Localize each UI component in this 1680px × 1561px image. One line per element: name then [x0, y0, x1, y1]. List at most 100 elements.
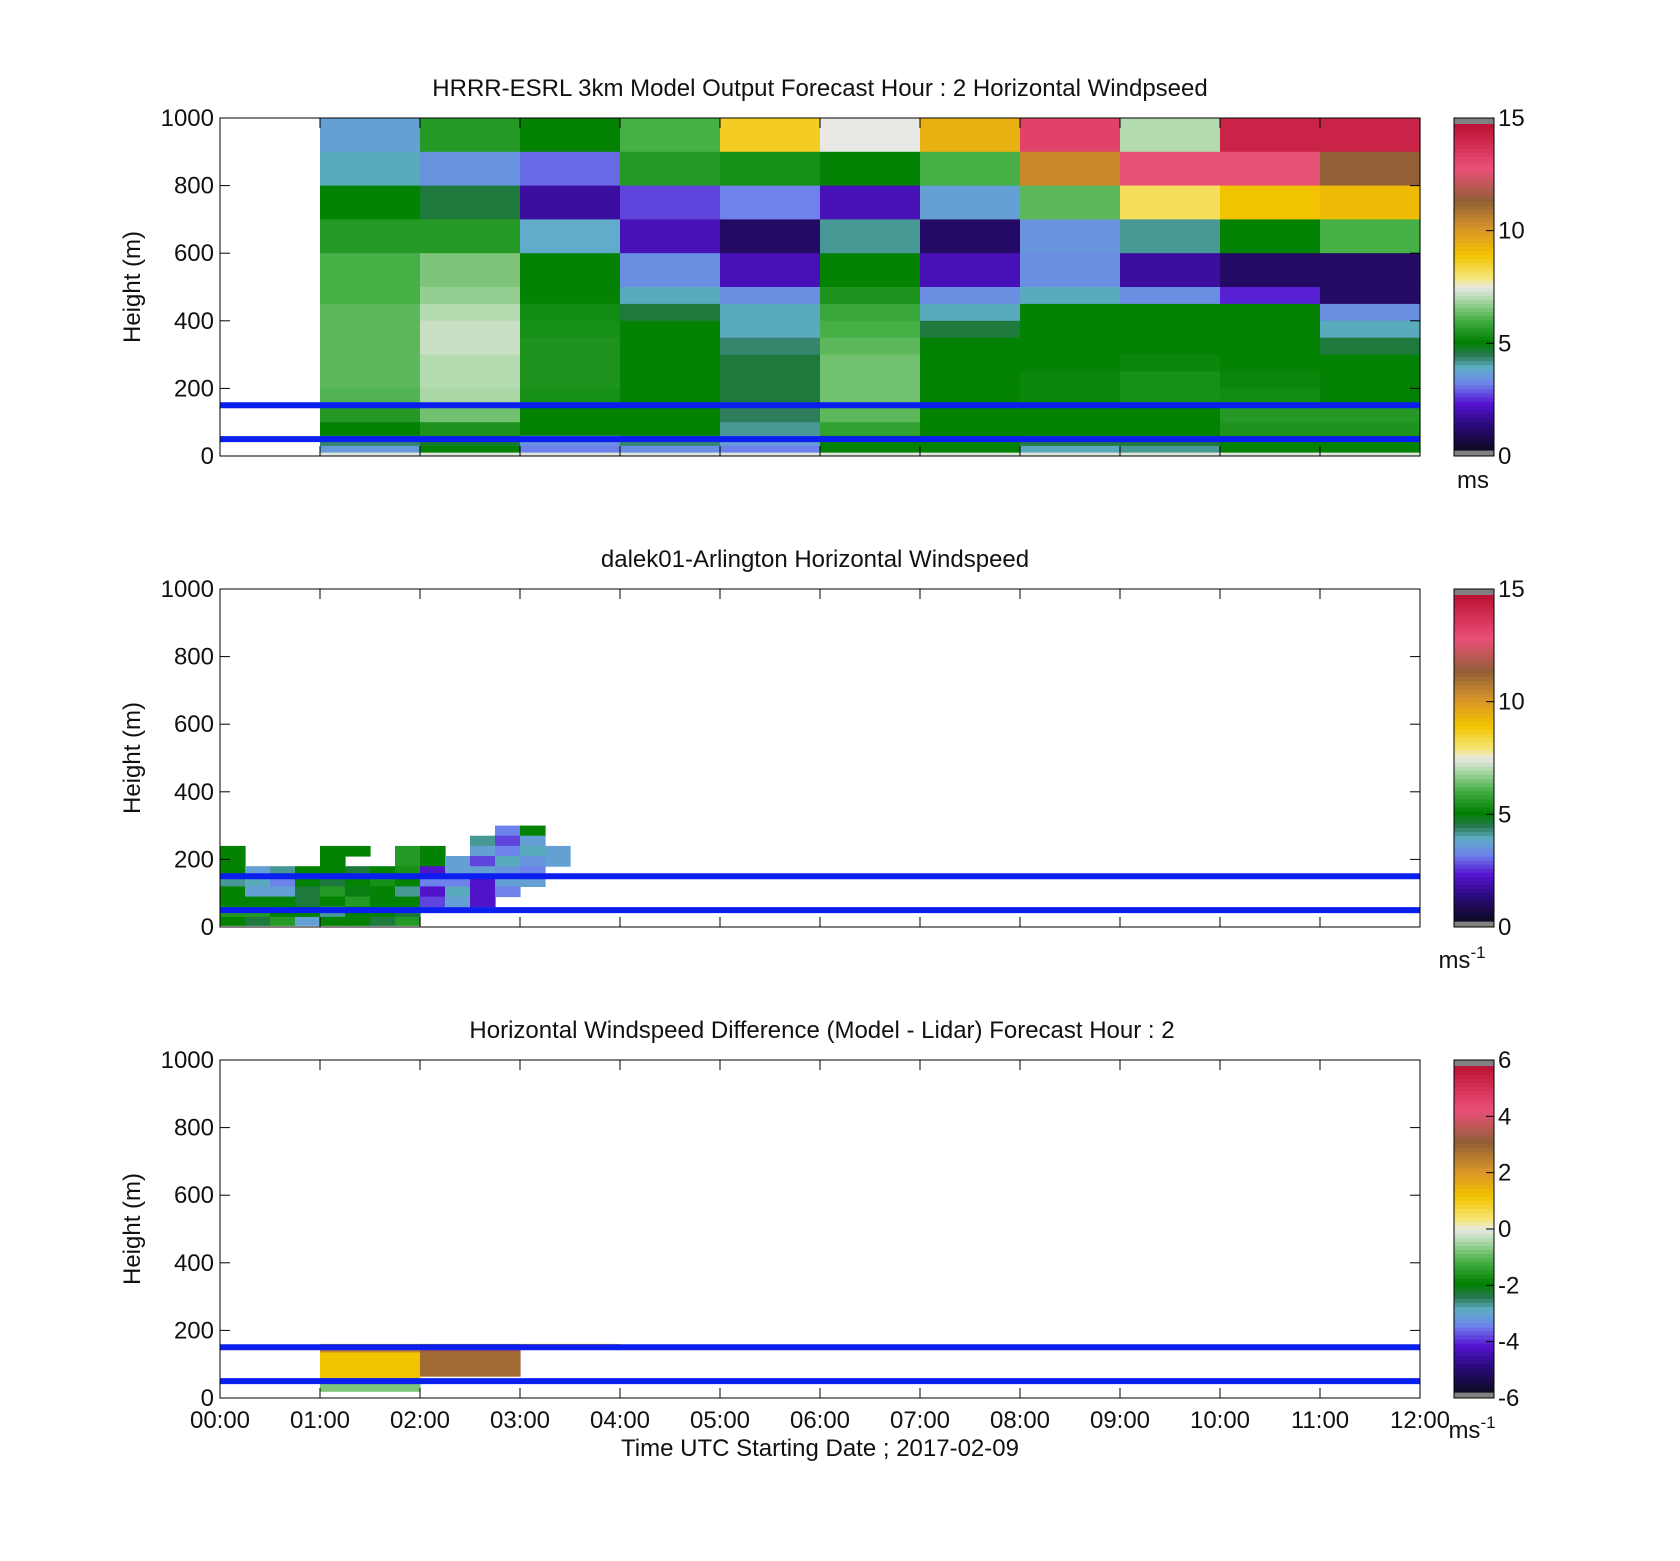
colorbar-segment [1454, 425, 1494, 431]
colorbar-segment [1454, 291, 1494, 296]
heatmap-cell [920, 320, 1021, 339]
colorbar-segment [1454, 1172, 1494, 1177]
heatmap-cell [320, 371, 421, 389]
heatmap-cell [420, 219, 521, 254]
heatmap-cell [720, 452, 821, 457]
colorbar-segment [1454, 1318, 1494, 1324]
y-tick-label: 0 [201, 914, 214, 941]
heatmap-cell [370, 886, 396, 898]
colorbar-segment [1454, 254, 1494, 260]
colorbar-segment [1454, 900, 1494, 906]
heatmap-cell [620, 151, 721, 187]
heatmap-cell [820, 388, 921, 406]
heatmap-cell [1120, 371, 1221, 389]
heatmap-cell [520, 876, 546, 887]
colorbar-segment [1454, 1139, 1494, 1144]
heatmap-cell [320, 452, 421, 457]
colorbar-segment [1454, 397, 1494, 402]
heatmap-cell [520, 825, 546, 837]
panel-lidar-ylabel: Height (m) [119, 702, 146, 814]
heatmap-cell [420, 371, 521, 389]
colorbar-tick-label: 5 [1498, 330, 1511, 357]
heatmap-cell [270, 876, 296, 887]
panel-difference-title: Horizontal Windspeed Difference (Model -… [469, 1017, 1174, 1044]
heatmap-cell [395, 916, 421, 926]
x-tick-label: 03:00 [490, 1407, 550, 1434]
colorbar-segment [1454, 172, 1494, 178]
heatmap-cell [220, 896, 246, 908]
colorbar-segment [1454, 717, 1494, 722]
x-tick-label: 04:00 [590, 1407, 650, 1434]
heatmap-cell [1320, 445, 1421, 454]
heatmap-cell [470, 886, 496, 898]
heatmap-cell [620, 371, 721, 389]
heatmap-cell [1120, 287, 1221, 305]
heatmap-cell [320, 866, 346, 877]
colorbar-segment [1454, 1106, 1494, 1112]
heatmap-cell [1320, 287, 1421, 305]
colorbar-segment [1454, 884, 1494, 889]
colorbar-segment [1454, 1351, 1494, 1356]
panel-difference-cells [320, 1343, 621, 1392]
heatmap-cell [720, 219, 821, 254]
colorbar-segment [1454, 701, 1494, 706]
colorbar-segment [1454, 855, 1494, 861]
y-tick-label: 400 [174, 779, 214, 806]
heatmap-cell [920, 303, 1021, 322]
y-tick-label: 800 [174, 1115, 214, 1142]
colorbar-segment [1454, 287, 1494, 292]
heatmap-cell [220, 916, 246, 926]
heatmap-cell [720, 388, 821, 406]
heatmap-cell [245, 916, 271, 926]
heatmap-cell [1120, 388, 1221, 406]
heatmap-cell [1220, 287, 1321, 305]
colorbar-segment [1454, 1074, 1494, 1079]
colorbar-segment [1454, 741, 1494, 747]
heatmap-cell [1120, 452, 1221, 457]
colorbar-segment [1454, 388, 1494, 394]
heatmap-cell [320, 845, 346, 857]
colorbar-segment [1454, 766, 1494, 771]
colorbar-segment [1454, 1241, 1494, 1246]
heatmap-cell [245, 886, 271, 898]
colorbar-segment [1454, 1387, 1494, 1393]
heatmap-cell [1320, 452, 1421, 457]
heatmap-cell [420, 452, 521, 457]
heatmap-cell [295, 876, 321, 887]
colorbar-segment [1454, 1147, 1494, 1153]
colorbar-segment [1454, 705, 1494, 710]
heatmap-cell [820, 445, 921, 454]
colorbar-segment [1454, 892, 1494, 898]
colorbar-segment [1454, 1229, 1494, 1234]
colorbar-segment [1454, 1200, 1494, 1206]
colorbar-segment [1454, 1070, 1494, 1075]
panel-lidar-title: dalek01-Arlington Horizontal Windspeed [601, 546, 1029, 573]
colorbar-segment [1454, 672, 1494, 678]
colorbar-segment [1454, 916, 1494, 922]
heatmap-cell [495, 876, 521, 887]
colorbar-segment [1454, 229, 1494, 235]
x-tick-labels: 00:00 01:00 02:00 03:00 04:00 05:00 06:00 07:00… [190, 1407, 1450, 1434]
colorbar-segment [1454, 823, 1494, 828]
heatmap-cell [420, 354, 521, 373]
colorbar-segment [1454, 1363, 1494, 1369]
colorbar-segment [1454, 1310, 1494, 1316]
colorbar-segment [1454, 599, 1494, 604]
heatmap-cell [920, 185, 1021, 220]
colorbar-segment [1454, 274, 1494, 280]
colorbar-segment [1454, 1176, 1494, 1181]
heatmap-cell [720, 253, 821, 288]
colorbar-segment [1454, 896, 1494, 902]
heatmap-cell [720, 445, 821, 454]
panel-lidar-cbar-unit: ms-1 [1438, 943, 1485, 974]
y-tick-label: 800 [174, 173, 214, 200]
colorbar-segment [1454, 696, 1494, 702]
colorbar-segment [1454, 664, 1494, 669]
heatmap-cell [1020, 422, 1121, 437]
heatmap-cell [420, 866, 446, 877]
colorbar-segment [1454, 1269, 1494, 1275]
heatmap-cell [470, 835, 496, 847]
heatmap-cell [320, 151, 421, 187]
colorbar-segment [1454, 635, 1494, 641]
heatmap-cell [270, 916, 296, 926]
